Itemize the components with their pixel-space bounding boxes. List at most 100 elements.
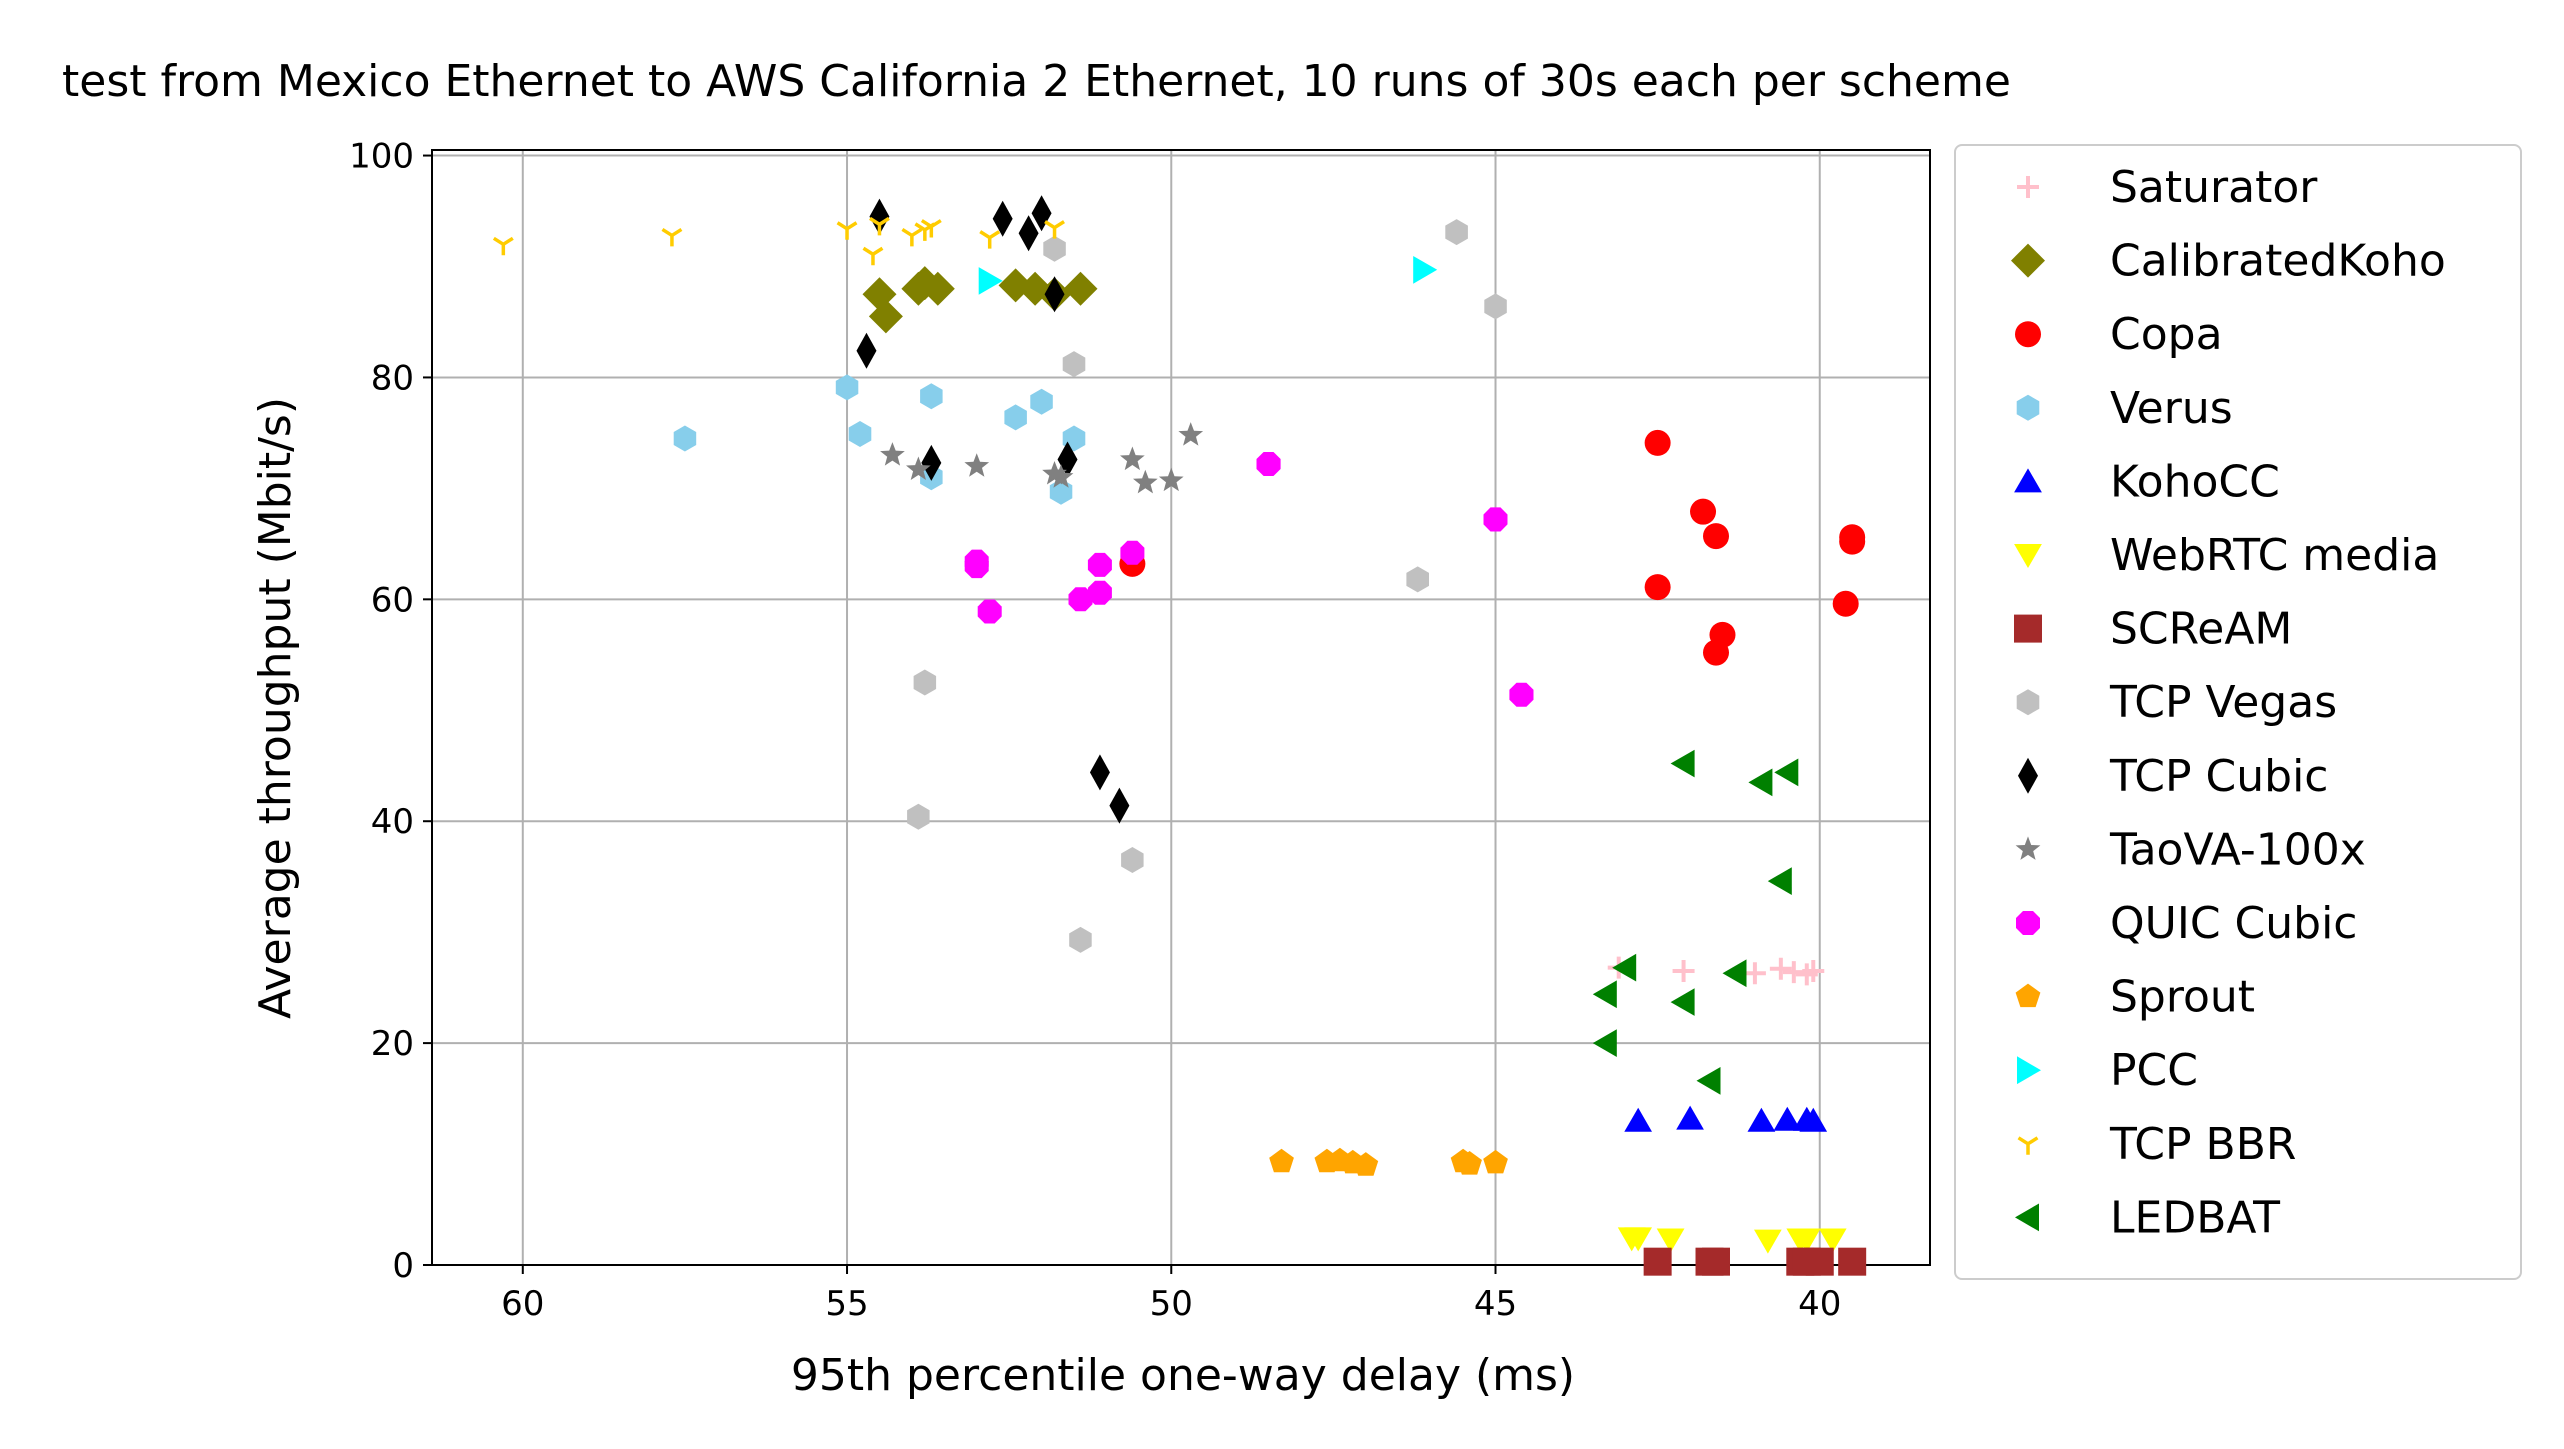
point-saturator <box>1782 961 1805 984</box>
legend-label-tcp-cubic: TCP Cubic <box>2109 751 2329 802</box>
point-copa <box>1690 498 1717 525</box>
x-tick-label: 60 <box>501 1284 544 1324</box>
point-tcp-cubic <box>1044 276 1065 313</box>
point-tcp-vegas <box>913 669 937 696</box>
legend-marker-taova-100x <box>2015 836 2041 860</box>
point-tcp-cubic <box>921 444 942 481</box>
point-ledbat <box>1767 867 1792 895</box>
point-quic-cubic <box>1483 507 1508 532</box>
point-tcp-vegas <box>1406 566 1429 593</box>
point-scream <box>1643 1247 1672 1276</box>
point-webrtc-media <box>1818 1228 1847 1253</box>
point-taova-100x <box>1178 422 1204 446</box>
legend-marker-ledbat <box>2015 1203 2039 1232</box>
y-tick-label: 20 <box>371 1024 414 1064</box>
point-scream <box>1805 1247 1834 1276</box>
point-tcp-vegas <box>1445 219 1468 246</box>
point-kohocc <box>1773 1106 1802 1131</box>
legend-label-verus: Verus <box>2110 383 2233 434</box>
legend-marker-tcp-bbr <box>2017 1136 2039 1155</box>
point-scream <box>1838 1247 1867 1276</box>
point-tcp-bbr <box>920 219 942 238</box>
point-kohocc <box>1747 1107 1776 1132</box>
legend-label-taova-100x: TaoVA-100x <box>2109 824 2366 875</box>
point-verus <box>1030 388 1053 415</box>
legend-marker-quic-cubic <box>2016 911 2040 935</box>
x-axis-label: 95th percentile one-way delay (ms) <box>791 1350 1575 1401</box>
point-kohocc <box>1799 1107 1828 1132</box>
plot-frame <box>431 149 1931 1266</box>
point-quic-cubic <box>964 554 989 579</box>
legend-frame <box>1954 144 2522 1280</box>
legend-label-kohocc: KohoCC <box>2110 456 2280 507</box>
legend-marker-scream <box>2014 614 2042 643</box>
point-copa <box>1703 523 1729 550</box>
legend-label-scream: SCReAM <box>2110 604 2292 655</box>
point-tcp-vegas <box>907 803 930 830</box>
point-tcp-vegas <box>1069 926 1092 953</box>
point-quic-cubic <box>1256 452 1281 476</box>
point-webrtc-media <box>1754 1229 1782 1254</box>
point-verus <box>673 425 697 452</box>
point-tcp-bbr <box>492 236 514 256</box>
legend-marker-sprout <box>2015 983 2041 1008</box>
legend-marker-webrtc-media <box>2014 544 2042 568</box>
y-tick-label: 40 <box>371 802 414 842</box>
point-copa <box>1709 621 1736 648</box>
point-ledbat <box>1748 768 1773 797</box>
legend-label-tcp-bbr: TCP BBR <box>2109 1119 2296 1170</box>
point-ledbat <box>1722 959 1747 988</box>
point-tcp-cubic <box>1018 215 1039 252</box>
point-copa <box>1839 528 1866 555</box>
point-quic-cubic <box>1087 552 1112 577</box>
point-tcp-bbr <box>869 216 890 236</box>
y-tick-label: 0 <box>392 1246 414 1286</box>
point-webrtc-media <box>1656 1228 1685 1253</box>
legend: Saturator CalibratedKoho Copa Verus KohoCC We… <box>1954 144 2522 1280</box>
point-webrtc-media <box>1624 1227 1652 1252</box>
point-tcp-vegas <box>1484 293 1507 320</box>
point-taova-100x <box>1042 461 1067 485</box>
point-taova-100x <box>964 453 990 477</box>
legend-label-ledbat: LEDBAT <box>2110 1192 2280 1243</box>
point-copa <box>1832 590 1859 617</box>
y-tick-label: 100 <box>349 137 414 177</box>
x-tick-label: 45 <box>1474 1284 1517 1324</box>
legend-label-saturator: Saturator <box>2110 162 2318 213</box>
point-verus <box>1004 404 1027 431</box>
legend-marker-calibratedkoho <box>2011 243 2045 278</box>
y-tick-label: 80 <box>371 358 414 398</box>
point-ledbat <box>1774 758 1799 787</box>
point-calibratedkoho <box>868 299 903 334</box>
point-saturator <box>1743 962 1766 985</box>
legend-marker-copa <box>2015 321 2041 348</box>
point-tcp-cubic <box>869 198 890 235</box>
point-ledbat <box>1670 988 1695 1016</box>
point-taova-100x <box>1133 469 1158 494</box>
point-tcp-bbr <box>862 246 884 266</box>
point-pcc <box>978 267 1003 295</box>
point-webrtc-media <box>1792 1228 1821 1253</box>
point-taova-100x <box>880 442 905 466</box>
legend-label-calibratedkoho: CalibratedKoho <box>2110 236 2446 287</box>
point-taova-100x <box>906 456 931 480</box>
point-tcp-cubic <box>1089 754 1110 791</box>
point-ledbat <box>1696 1067 1721 1095</box>
point-calibratedkoho <box>920 271 955 306</box>
point-ledbat <box>1592 1029 1617 1057</box>
x-tick-label: 40 <box>1798 1284 1841 1324</box>
point-quic-cubic <box>1087 580 1112 605</box>
point-ledbat <box>1670 749 1695 778</box>
point-copa <box>1644 429 1671 456</box>
point-tcp-bbr <box>901 227 923 247</box>
axes: 60 55 50 45 40 0 20 40 60 80 100 <box>349 137 1931 1324</box>
point-tcp-cubic <box>1109 787 1130 824</box>
y-axis-label: Average throughput (Mbit/s) <box>250 397 301 1019</box>
point-scream <box>1702 1247 1730 1276</box>
point-sprout <box>1483 1149 1508 1174</box>
point-quic-cubic <box>977 599 1002 624</box>
y-tick-label: 60 <box>371 580 414 620</box>
legend-label-sprout: Sprout <box>2110 972 2255 1023</box>
legend-marker-pcc <box>2017 1056 2041 1085</box>
